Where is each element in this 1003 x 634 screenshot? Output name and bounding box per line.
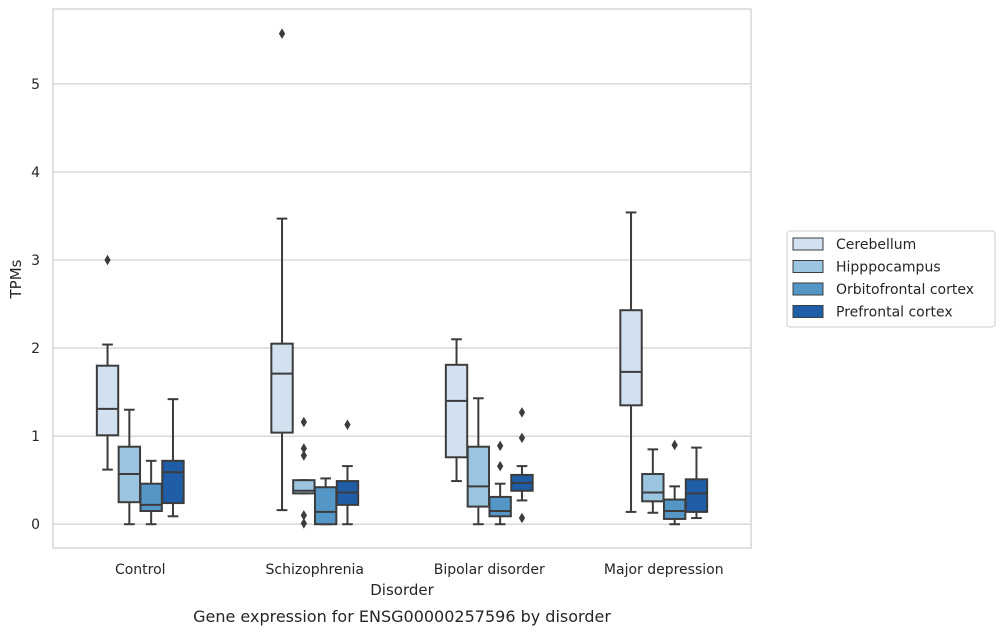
boxes xyxy=(95,28,709,529)
outlier-marker xyxy=(518,407,526,418)
box-iqr xyxy=(641,473,665,503)
box-plot xyxy=(139,459,163,526)
outlier-marker xyxy=(300,518,307,529)
legend-swatch xyxy=(792,260,824,273)
box-iqr xyxy=(313,486,338,526)
box-iqr xyxy=(488,495,512,518)
box-iqr xyxy=(684,478,709,513)
legend-label: Hipppocampus xyxy=(836,260,941,276)
plot-frame xyxy=(52,8,752,549)
box-iqr xyxy=(95,364,120,437)
y-tick-label: 2 xyxy=(31,341,40,357)
gridlines xyxy=(53,83,751,525)
box-plot xyxy=(335,419,360,526)
outlier-marker xyxy=(300,416,307,428)
outlier-marker xyxy=(671,439,678,451)
outlier-marker xyxy=(497,440,504,452)
box-plot xyxy=(95,254,120,471)
box-iqr xyxy=(161,459,185,505)
outlier-marker xyxy=(300,443,307,454)
outlier-marker xyxy=(300,450,307,461)
y-tick-label: 3 xyxy=(31,253,40,269)
y-tick-label: 0 xyxy=(31,517,40,533)
x-tick-label: Control xyxy=(115,562,166,578)
box-iqr xyxy=(139,482,163,513)
box-plot xyxy=(313,477,338,526)
chart-caption: Gene expression for ENSG00000257596 by d… xyxy=(193,607,611,626)
box-iqr xyxy=(466,445,491,508)
box-plot xyxy=(662,439,687,526)
outlier-marker xyxy=(518,512,526,524)
legend-label: Orbitofrontal cortex xyxy=(836,282,974,298)
box-plot xyxy=(619,211,643,513)
box-iqr xyxy=(270,342,294,434)
y-tick-labels: 0 1 2 3 4 5 xyxy=(31,77,40,533)
legend-label: Prefrontal cortex xyxy=(836,305,953,321)
y-tick-label: 5 xyxy=(31,77,40,93)
outlier-marker xyxy=(344,419,351,430)
legend-frame xyxy=(786,230,996,328)
box-iqr xyxy=(662,498,687,520)
box-iqr xyxy=(619,309,643,407)
x-tick-labels: Control Schizophrenia Bipolar disorder Majo… xyxy=(115,562,724,578)
box-plot xyxy=(684,446,709,520)
legend-swatch xyxy=(792,282,824,296)
outlier-marker xyxy=(518,432,526,444)
box-plot xyxy=(466,397,491,526)
y-tick-label: 1 xyxy=(31,429,40,445)
y-tick-label: 4 xyxy=(31,165,40,181)
outlier-marker xyxy=(278,28,286,39)
box-plot xyxy=(641,448,665,514)
legend-label: Cerebellum xyxy=(836,237,916,253)
x-tick-label: Bipolar disorder xyxy=(434,562,545,578)
box-plot xyxy=(488,440,512,526)
legend: Cerebellum Hipppocampus Orbitofrontal cort… xyxy=(786,230,996,328)
box-plot xyxy=(161,398,185,518)
outlier-marker xyxy=(497,460,504,472)
box-iqr xyxy=(444,363,469,459)
box-plot xyxy=(117,408,142,526)
box-plot xyxy=(292,416,316,529)
legend-swatch xyxy=(792,305,824,318)
box-plot xyxy=(510,407,534,524)
outlier-marker xyxy=(300,510,307,521)
x-tick-label: Major depression xyxy=(604,562,724,578)
y-axis-label: TPMs xyxy=(7,259,25,299)
outlier-marker xyxy=(104,254,111,266)
x-axis-label: Disorder xyxy=(370,581,434,599)
x-tick-label: Schizophrenia xyxy=(266,562,364,578)
box-plot xyxy=(270,28,294,512)
legend-swatch xyxy=(792,237,824,251)
box-plot xyxy=(444,338,469,483)
